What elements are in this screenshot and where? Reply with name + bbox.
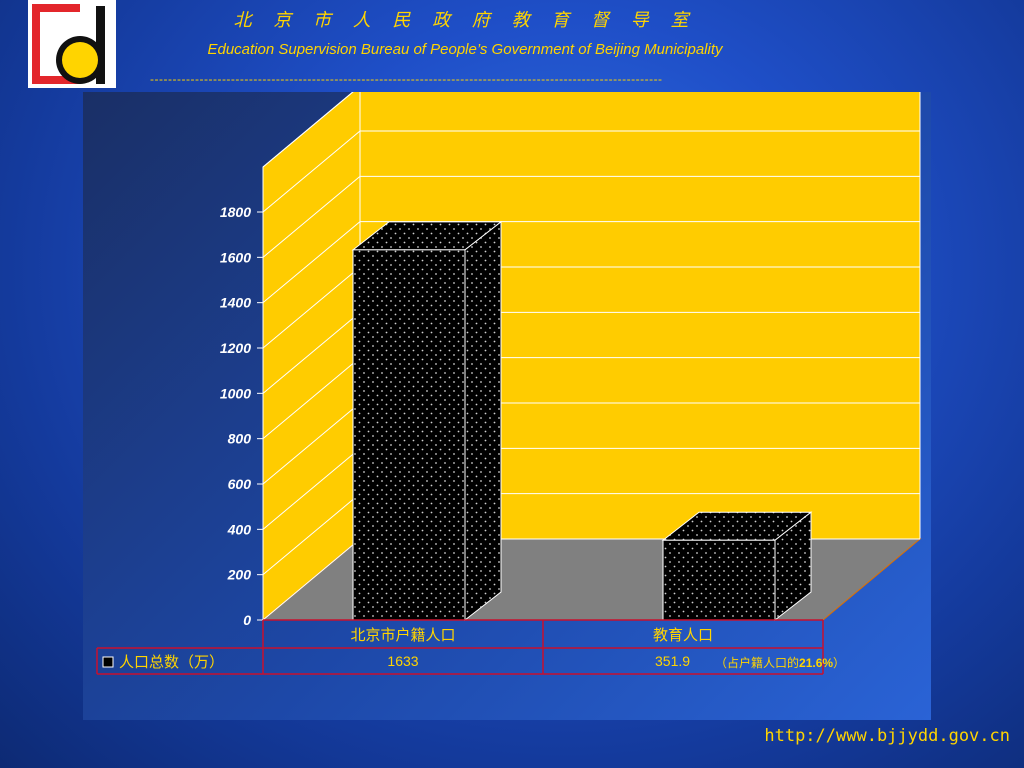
y-tick-label: 200	[227, 567, 252, 583]
population-bar-chart: 0 200 400 600 800 1000 1200 1400 1600 1800 北京市户籍人口…	[96, 92, 922, 675]
bureau-logo	[28, 0, 116, 88]
y-tick-label: 800	[228, 431, 252, 447]
y-tick-label: 1000	[220, 385, 251, 401]
logo-graphic	[32, 4, 105, 84]
header-divider: ----------------------------------------…	[150, 72, 663, 86]
category-label: 北京市户籍人口	[350, 627, 455, 644]
website-url[interactable]: http://www.bjjydd.gov.cn	[764, 726, 1010, 746]
y-tick-label: 1400	[220, 295, 251, 311]
bureau-title-chinese: 北 京 市 人 民 政 府 教 育 督 导 室	[233, 10, 697, 31]
y-tick-label: 1200	[220, 340, 251, 356]
gridline	[262, 130, 920, 213]
bar-front-face	[662, 539, 776, 621]
y-tick-label: 1600	[220, 249, 251, 265]
category-label: 教育人口	[653, 627, 713, 644]
percentage-annotation: （占户籍人口的21.6%）	[715, 655, 845, 670]
legend-series-name: 人口总数（万）	[119, 654, 224, 671]
bar-front-face	[352, 249, 466, 621]
gridline	[262, 175, 920, 258]
value-label: 1633	[387, 653, 418, 669]
bureau-title-english: Education Supervision Bureau of People’s…	[207, 41, 723, 58]
y-tick-label: 400	[227, 521, 252, 537]
logo-dot	[62, 42, 98, 78]
gridline	[262, 92, 354, 168]
chart-panel: 0 200 400 600 800 1000 1200 1400 1600 1800 北京市户籍人口…	[83, 92, 931, 720]
value-label: 351.9	[655, 653, 690, 669]
legend-swatch	[102, 656, 114, 668]
y-tick-label: 0	[243, 612, 251, 628]
y-tick-label: 600	[228, 476, 252, 492]
y-tick-label: 1800	[220, 204, 251, 220]
gridline	[262, 221, 920, 304]
bar-side-face	[464, 220, 502, 622]
logo-stem	[96, 6, 105, 84]
